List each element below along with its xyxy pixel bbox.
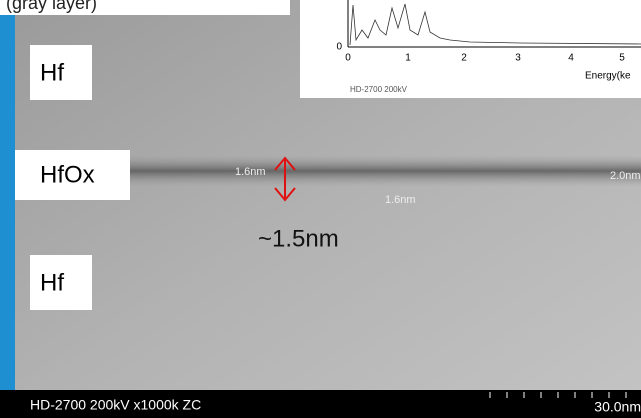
inset-footer: HD-2700 200kV	[350, 85, 408, 94]
eds-inset: 0 0 1 2 3 4 5 Energy(ke HD-2700 200kV	[300, 0, 641, 98]
measurement: 1.6nm	[385, 194, 416, 206]
inset-y-tick: 0	[336, 42, 342, 53]
accent-stripe	[0, 0, 15, 390]
inset-x-tick: 0	[345, 53, 351, 64]
top-note: (gray layer)	[6, 0, 97, 13]
inset-x-tick: 1	[405, 53, 411, 64]
layer-label: Hf	[40, 59, 64, 86]
measurement: 2.0nm	[610, 170, 641, 182]
inset-x-label: Energy(ke	[585, 71, 631, 82]
inset-x-tick: 3	[515, 53, 521, 64]
inset-bg	[300, 0, 641, 98]
slide: (gray layer) 0 0 1 2 3 4 5 Energy(ke HD-…	[0, 0, 641, 418]
thickness-label: ~1.5nm	[258, 225, 339, 252]
measurement: 1.6nm	[235, 166, 266, 178]
layer-label: Hf	[40, 269, 64, 296]
scale-label: 30.0nm	[594, 399, 641, 415]
inset-x-tick: 5	[619, 53, 625, 64]
status-info: HD-2700 200kV x1000k ZC	[30, 397, 201, 413]
inset-x-tick: 2	[461, 53, 467, 64]
inset-x-tick: 4	[568, 53, 574, 64]
layer-label: HfOx	[40, 161, 95, 188]
